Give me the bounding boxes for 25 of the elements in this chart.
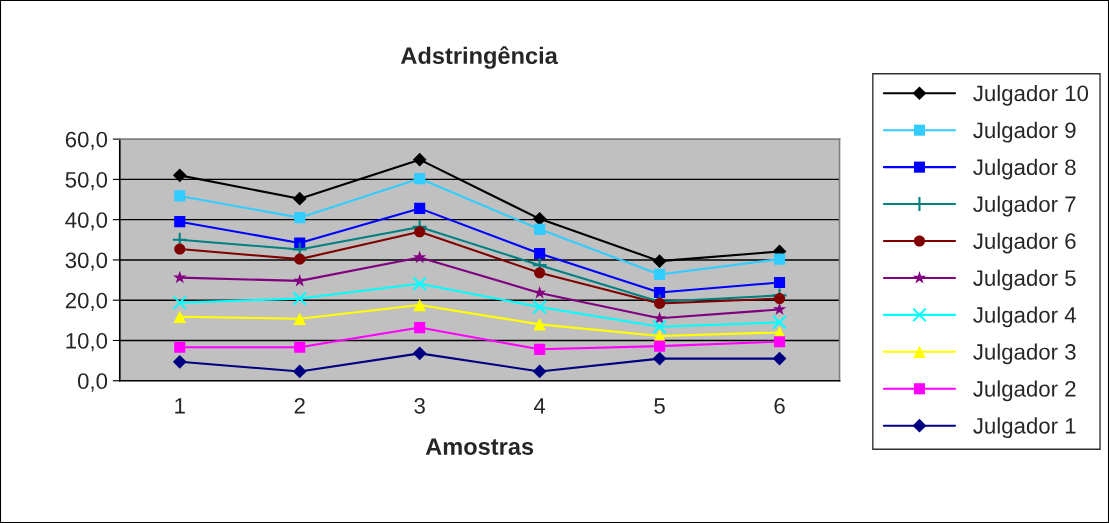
legend-label: Julgador 2 xyxy=(973,380,1076,402)
y-tick-label: 0,0 xyxy=(77,373,108,392)
x-tick-label: 5 xyxy=(654,398,665,414)
x-tick-label: 3 xyxy=(414,398,425,414)
x-tick-label: 6 xyxy=(774,398,785,414)
y-tick-label: 30,0 xyxy=(65,252,108,271)
legend-label: Julgador 9 xyxy=(973,121,1076,143)
y-tick-label: 40,0 xyxy=(65,212,108,231)
legend-label: Julgador 5 xyxy=(973,269,1076,291)
legend-label: Julgador 8 xyxy=(973,158,1076,180)
legend-label: Julgador 1 xyxy=(973,417,1076,439)
y-tick-label: 50,0 xyxy=(65,171,108,191)
legend-label: Julgador 10 xyxy=(973,84,1089,106)
y-tick-label: 60,0 xyxy=(65,131,108,151)
x-tick-label: 2 xyxy=(294,398,305,414)
legend-label: Julgador 7 xyxy=(973,195,1076,217)
y-tick-label: 10,0 xyxy=(66,333,108,352)
legend-label: Julgador 3 xyxy=(973,343,1076,365)
x-tick-label: 1 xyxy=(175,398,185,414)
legend-label: Julgador 6 xyxy=(973,232,1076,254)
y-tick-label: 20,0 xyxy=(65,292,108,312)
chart-title: Adstringência xyxy=(400,46,558,69)
legend-label: Julgador 4 xyxy=(973,306,1076,328)
x-axis-title: Amostras xyxy=(425,438,534,455)
x-tick-label: 4 xyxy=(533,398,546,414)
